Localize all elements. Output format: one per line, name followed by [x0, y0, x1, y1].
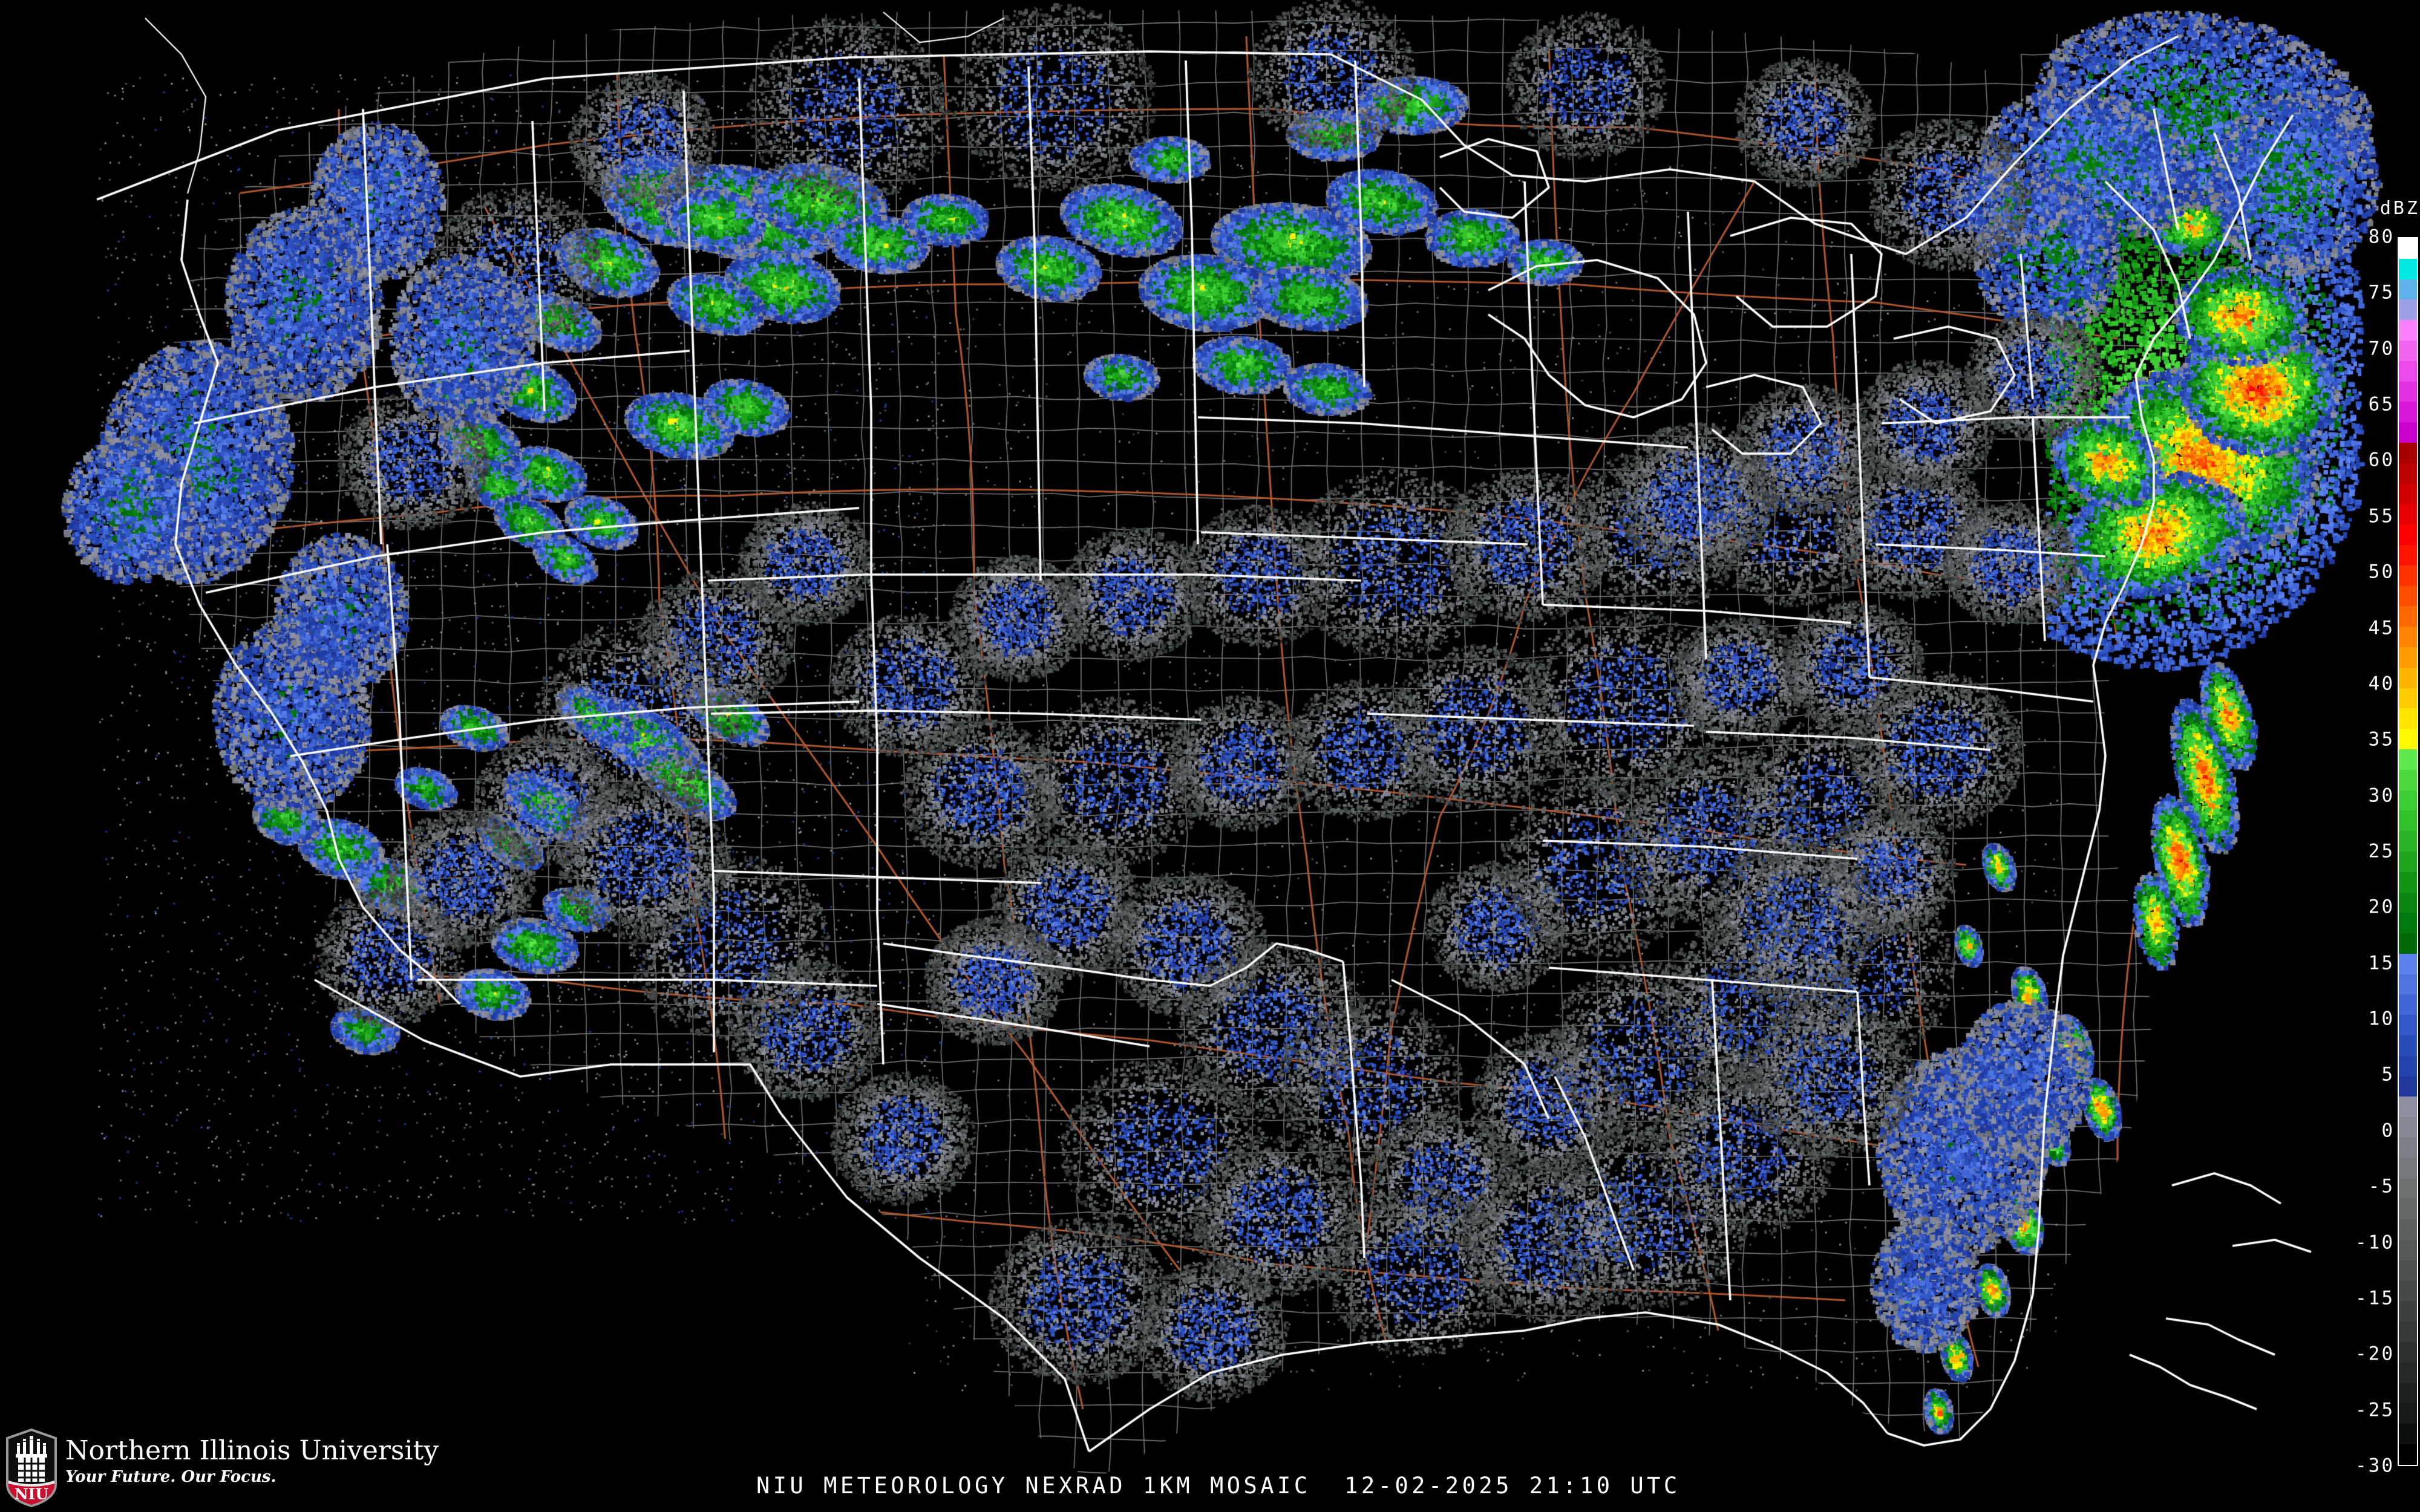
- colorbar-band: [2399, 872, 2417, 893]
- colorbar-tick: -10: [2355, 1231, 2395, 1254]
- colorbar-band: [2399, 1260, 2417, 1281]
- colorbar-band: [2399, 381, 2417, 402]
- colorbar-band: [2399, 994, 2417, 1015]
- colorbar-band: [2399, 422, 2417, 443]
- colorbar-band: [2399, 1076, 2417, 1097]
- colorbar-band: [2399, 729, 2417, 749]
- colorbar-band: [2399, 402, 2417, 423]
- colorbar-band: [2399, 1035, 2417, 1056]
- colorbar-band: [2399, 524, 2417, 545]
- colorbar-band: [2399, 299, 2417, 321]
- colorbar-tick: 10: [2368, 1008, 2395, 1030]
- colorbar-band: [2399, 1342, 2417, 1363]
- colorbar-band: [2399, 749, 2417, 770]
- colorbar-band: [2399, 1219, 2417, 1240]
- niu-shield-icon: NIU: [6, 1429, 57, 1507]
- reflectivity-colorbar: dBZ 80 75 70 65 60 55 50 45 40 35 30 25 20 15 10 5 0 -5 -1…: [2355, 198, 2420, 1476]
- niu-shield-label: NIU: [15, 1485, 49, 1503]
- colorbar-tick: 5: [2381, 1063, 2395, 1086]
- colorbar-band: [2399, 790, 2417, 811]
- colorbar-band: [2399, 1055, 2417, 1077]
- colorbar-band: [2399, 647, 2417, 668]
- colorbar-band: [2399, 1138, 2417, 1158]
- colorbar-tick: 65: [2368, 393, 2395, 415]
- colorbar-band: [2399, 504, 2417, 525]
- colorbar-band: [2399, 974, 2417, 995]
- colorbar-band: [2399, 1178, 2417, 1199]
- colorbar-tick: 70: [2368, 337, 2395, 360]
- colorbar-band: [2399, 544, 2417, 565]
- product-caption: NIU METEOROLOGY NEXRAD 1KM MOSAIC 12-02-…: [756, 1473, 1681, 1499]
- colorbar-band: [2399, 769, 2417, 790]
- colorbar-band: [2399, 933, 2417, 954]
- colorbar-band: [2399, 810, 2417, 832]
- colorbar-tick: 30: [2368, 784, 2395, 807]
- colorbar-band: [2399, 585, 2417, 607]
- colorbar-band: [2399, 258, 2417, 279]
- colorbar-band: [2399, 320, 2417, 341]
- colorbar-band: [2399, 708, 2417, 729]
- colorbar-band: [2399, 1444, 2417, 1465]
- colorbar-tick: 0: [2381, 1119, 2395, 1142]
- colorbar-band: [2399, 463, 2417, 484]
- colorbar-band: [2399, 238, 2417, 259]
- colorbar-tick-labels: 80 75 70 65 60 55 50 45 40 35 30 25 20 15 10 5 0 -5 -10 -15…: [2355, 200, 2397, 1475]
- colorbar-band: [2399, 892, 2417, 913]
- colorbar-tick: 35: [2368, 728, 2395, 751]
- colorbar-band: [2399, 831, 2417, 852]
- colorbar-band: [2399, 1280, 2417, 1302]
- colorbar-tick: -20: [2355, 1343, 2395, 1365]
- colorbar-tick: 55: [2368, 505, 2395, 527]
- colorbar-band: [2399, 340, 2417, 361]
- colorbar-band: [2399, 1403, 2417, 1424]
- colorbar-band: [2399, 913, 2417, 934]
- colorbar-band: [2399, 360, 2417, 382]
- colorbar-band: [2399, 1240, 2417, 1260]
- colorbar-tick: 60: [2368, 449, 2395, 471]
- colorbar-band: [2399, 1199, 2417, 1220]
- colorbar-gradient-strip: [2398, 237, 2418, 1466]
- colorbar-tick: -25: [2355, 1399, 2395, 1421]
- colorbar-tick: 15: [2368, 952, 2395, 974]
- colorbar-tick: -30: [2355, 1455, 2395, 1477]
- colorbar-band: [2399, 279, 2417, 300]
- colorbar-band: [2399, 442, 2417, 463]
- colorbar-band: [2399, 1424, 2417, 1445]
- colorbar-tick: -15: [2355, 1287, 2395, 1309]
- colorbar-band: [2399, 627, 2417, 647]
- colorbar-band: [2399, 953, 2417, 974]
- university-tagline: Your Future. Our Focus.: [65, 1468, 276, 1487]
- niu-logo[interactable]: NIU Northern Illinois University Your Fu…: [5, 1429, 465, 1508]
- colorbar-tick: 80: [2368, 226, 2395, 248]
- colorbar-band: [2399, 688, 2417, 709]
- colorbar-tick: -5: [2368, 1175, 2395, 1198]
- colorbar-band: [2399, 1383, 2417, 1404]
- colorbar-tick: 50: [2368, 561, 2395, 583]
- colorbar-band: [2399, 606, 2417, 627]
- colorbar-band: [2399, 1321, 2417, 1343]
- colorbar-tick: 40: [2368, 673, 2395, 695]
- colorbar-band: [2399, 1362, 2417, 1383]
- colorbar-band: [2399, 1301, 2417, 1322]
- niu-wordmark: Northern Illinois University Your Future…: [65, 1435, 439, 1487]
- colorbar-tick: 45: [2368, 617, 2395, 639]
- colorbar-band: [2399, 1158, 2417, 1179]
- university-name: Northern Illinois University: [65, 1435, 439, 1466]
- colorbar-band: [2399, 1097, 2417, 1118]
- colorbar-band: [2399, 667, 2417, 688]
- colorbar-band: [2399, 851, 2417, 872]
- colorbar-band: [2399, 1117, 2417, 1138]
- colorbar-tick: 75: [2368, 281, 2395, 304]
- colorbar-tick: 20: [2368, 896, 2395, 918]
- colorbar-band: [2399, 483, 2417, 504]
- colorbar-band: [2399, 565, 2417, 586]
- colorbar-tick: 25: [2368, 840, 2395, 862]
- colorbar-band: [2399, 1015, 2417, 1036]
- colorbar-title: dBZ: [2379, 198, 2420, 219]
